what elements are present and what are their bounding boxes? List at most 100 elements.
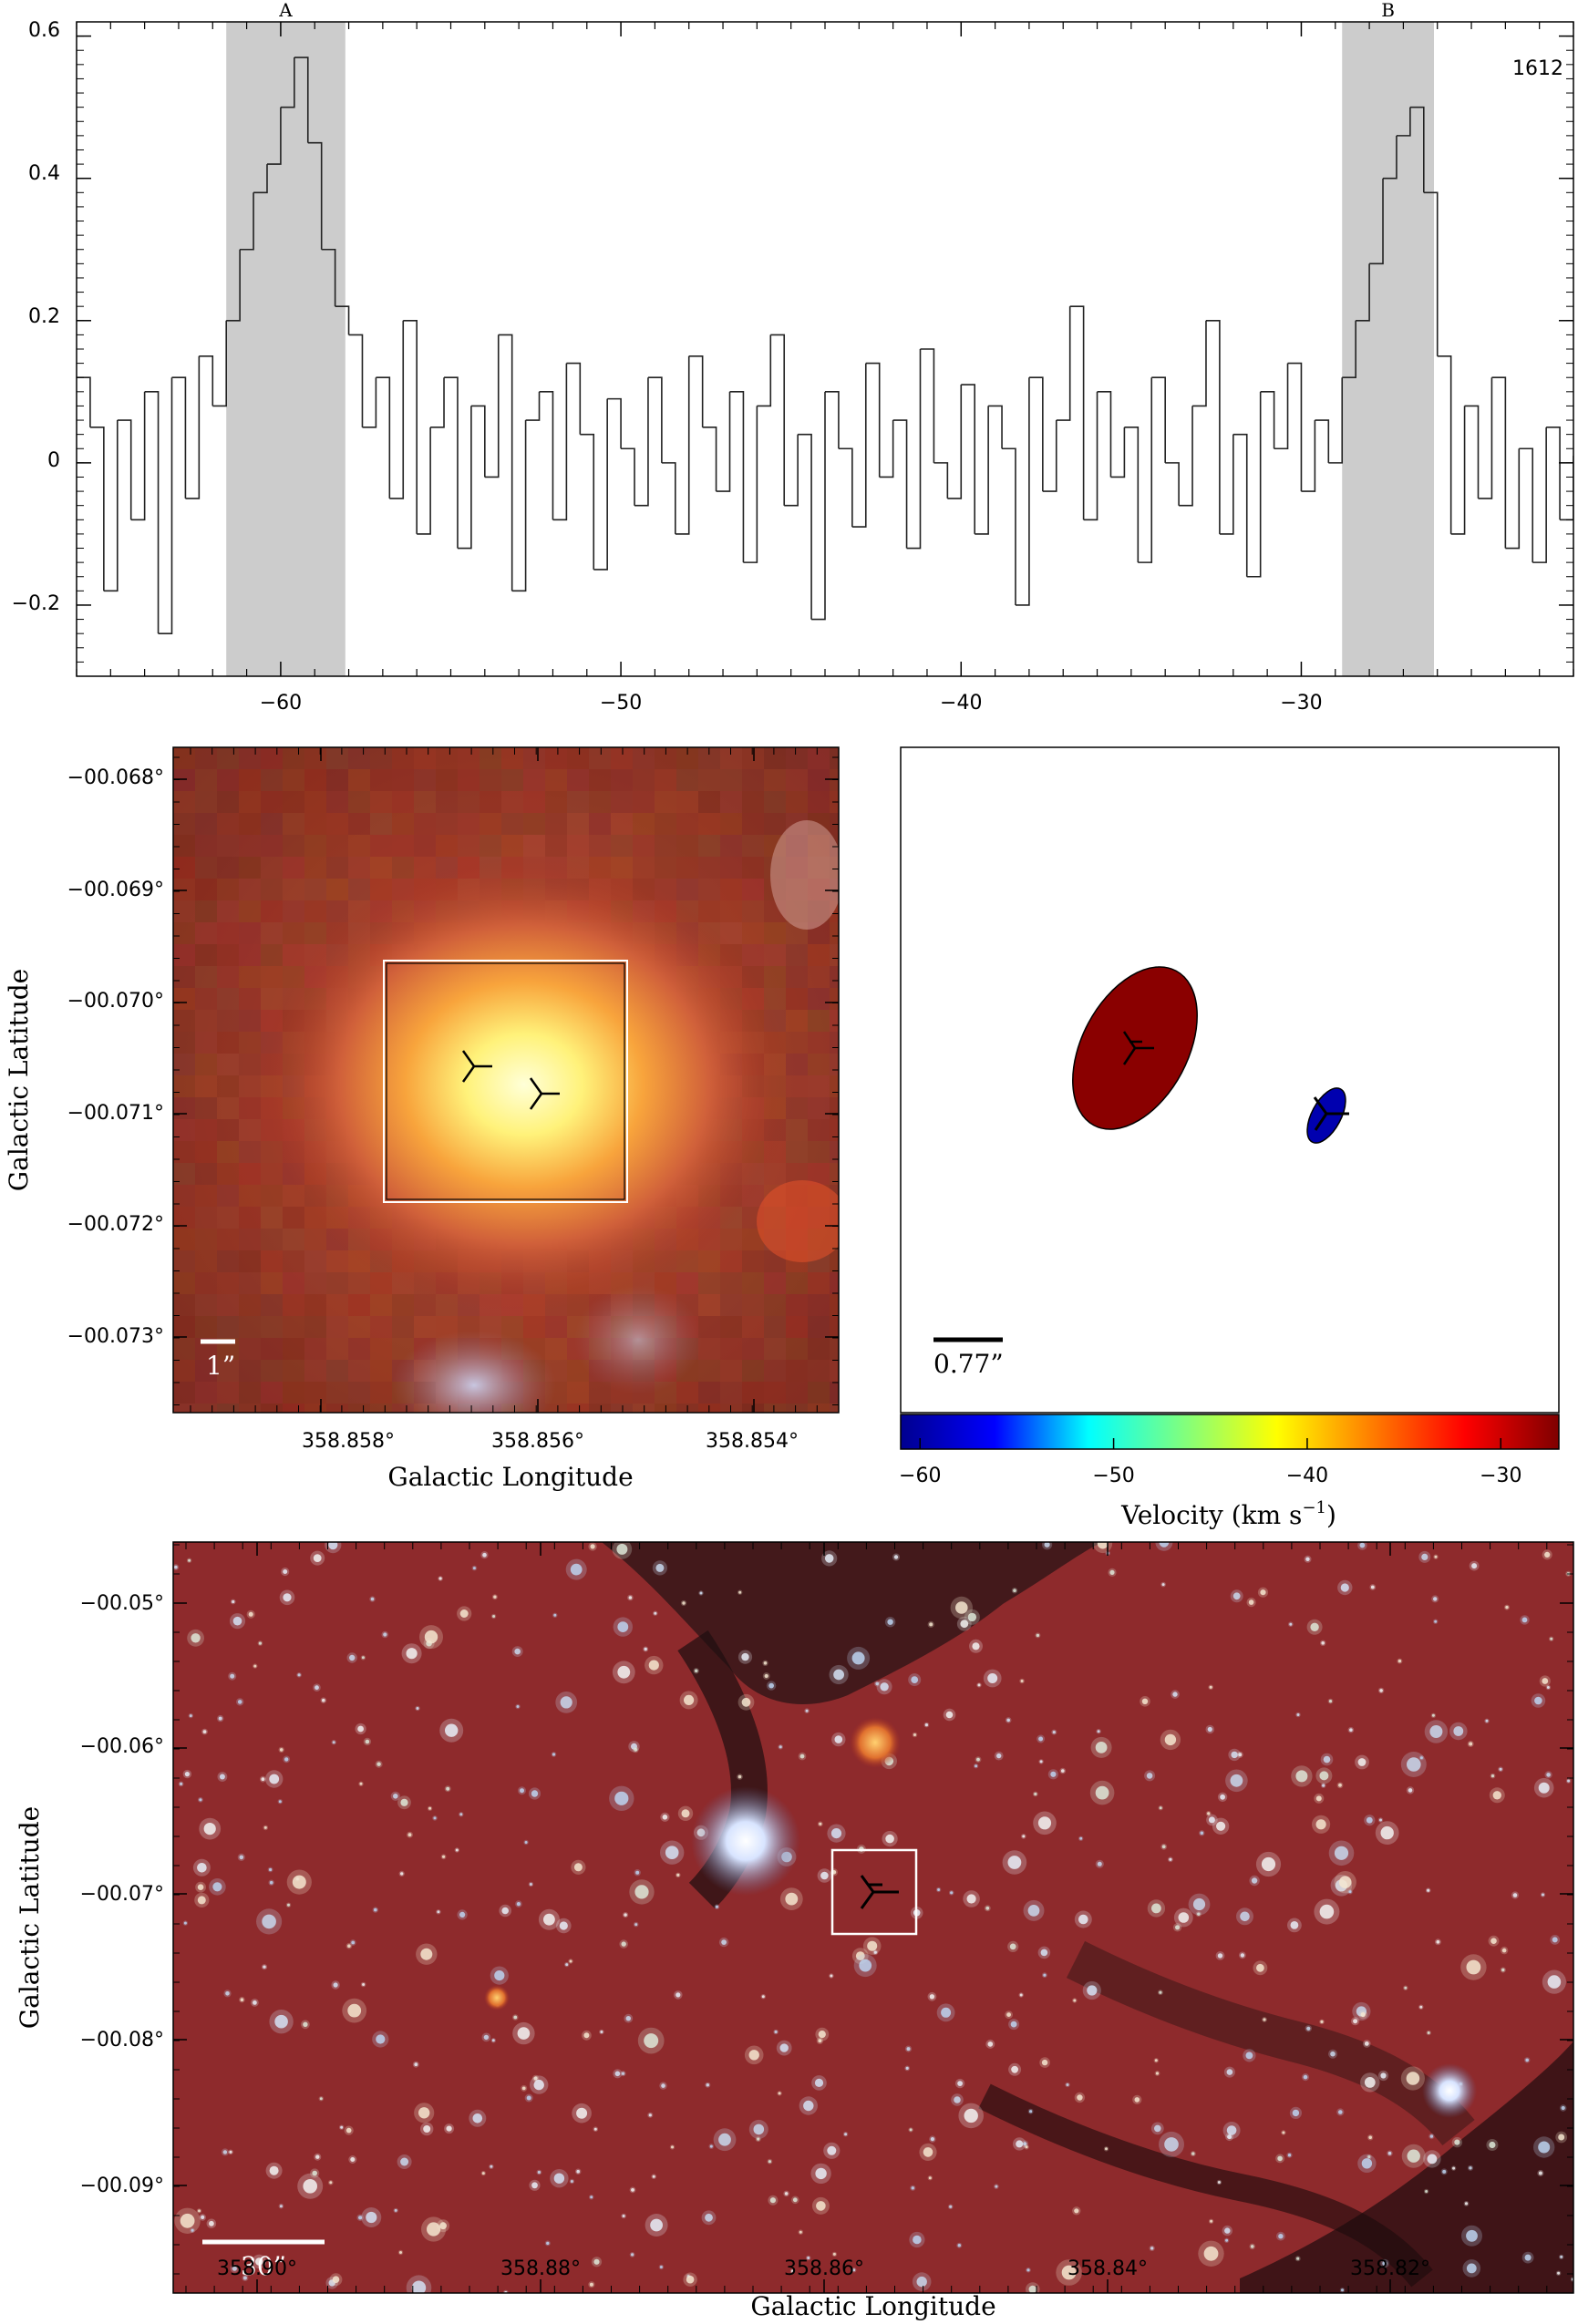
wide-x-title: Galactic Longitude [750,2291,995,2321]
wide-y-tick-1: −00.06° [80,1735,164,1758]
spectrum-channel [607,397,622,449]
zoom-panel: 1” −00.068° −00.069° −00.070° −00.071° −… [4,746,840,1492]
spectrum-channel [975,406,989,535]
spectrum-channel [240,192,254,251]
spectrum-channel [103,420,119,592]
spectrum-channel [892,419,908,549]
star-field [173,1542,1573,2293]
spectrum-channel [1042,420,1057,492]
spectrum-channel [743,406,758,563]
spectrum-channel [117,419,132,520]
zoom-x-tick-0: 358.858° [302,1430,395,1453]
wide-target-box [830,1848,918,1936]
region-label-a: A [278,0,293,21]
spectrum-ticks [76,22,1574,676]
zoom-box-inner [386,962,625,1200]
spectrum-channel [362,377,377,428]
wide-x-tick-1: 358.88° [500,2257,581,2280]
spectrum-channel [798,433,812,620]
spectrum-channel [1205,319,1221,534]
spectrum-channel [1219,434,1234,535]
velocity-colorbar [900,1414,1560,1450]
spectrum-line-group [77,57,1573,634]
spectrum-channel [851,363,867,528]
spectrum-channel [757,334,772,407]
spectrum-channel [1356,263,1370,322]
zoom-y-tick-5: −00.073° [67,1325,164,1348]
spectrum-channel [1015,377,1030,606]
spectrum-channel [1519,447,1534,563]
spectrum-channel [539,391,554,520]
zoom-frame [172,746,840,1414]
spectrum-channel [675,355,690,535]
spectrum-channel [444,376,459,549]
maser-scale-label: 0.77” [933,1349,1004,1379]
colorbar-ticks [919,1438,1502,1449]
spectrum-channel [947,385,963,499]
colorbar-tick-3: −30 [1480,1465,1521,1487]
zoom-y-tick-4: −00.072° [67,1213,164,1236]
y-tick-0.6: 0.6 [28,19,60,42]
spectrum-channel [1138,377,1153,563]
spectrum-channel [1491,376,1507,549]
spectrum-channel [593,398,608,571]
spectrum-channel [130,391,146,521]
zoom-y-tick-2: −00.070° [67,990,164,1013]
colorbar-tick-0: −60 [899,1465,941,1487]
zoom-y-title: Galactic Latitude [4,969,34,1191]
spectrum-channel [1560,456,1573,521]
y-tick-0.4: 0.4 [28,162,60,185]
spectrum-channel [784,434,799,507]
spectrum-channel [688,355,704,427]
spectrum-channel [1546,427,1561,520]
x-tick-neg30: −30 [1280,692,1322,715]
spectrum-channel [1260,391,1275,449]
maser-marker-a [461,1050,492,1083]
spectrum-channel [376,376,391,499]
spectrum-channel [1083,391,1098,521]
spectrum-channel [335,305,350,335]
spectrum-channel [280,57,295,108]
spectrum-channel [825,391,840,449]
spectrum-channel [621,447,635,506]
zoom-image [173,747,839,1413]
spectrum-channel [144,391,160,634]
zoom-ticks [173,747,839,1413]
x-tick-neg40: −40 [940,692,982,715]
spectrum-channel [647,376,663,463]
spectrum-channel [961,384,975,534]
spectrum-channel [1301,420,1316,492]
spectrum-channel [457,406,472,550]
spectrum-channel [511,420,527,592]
spectrum-channel [1232,433,1248,577]
spectrum-channel [89,427,105,591]
zoom-y-tick-0: −00.068° [67,766,164,789]
shaded-region-a [226,22,346,676]
x-tick-neg60: −60 [260,692,302,715]
zoom-y-tick-1: −00.069° [67,879,164,901]
spectrum-channel [199,355,214,406]
y-tick-0.2: 0.2 [28,305,60,328]
maser-spot-blue-marker [1313,1096,1349,1131]
spectrum-channel [171,376,187,499]
wide-frame [172,1541,1574,2294]
wide-ticks [173,1542,1573,2293]
spectrum-channel [1532,427,1547,563]
wide-scale-label: 30” [241,2251,286,2281]
spectrum-channel [906,349,922,550]
spectrum-channel [1383,135,1398,180]
spectrum-channel [1274,363,1289,450]
spectrum-channel [1056,306,1071,421]
spectrum-channel [307,141,323,250]
spectrum-channel [253,164,268,194]
spectrum-channel [470,405,486,478]
wide-y-tick-0: −00.05° [80,1592,164,1615]
spectrum-channel [1315,419,1330,463]
y-tick-0: 0 [47,449,60,472]
wide-x-tick-4: 358.82° [1350,2257,1430,2280]
spectrum-channel [1097,391,1112,478]
spectrum-channel [920,348,935,463]
spectrum-channel [729,391,745,563]
region-label-b: B [1381,0,1395,21]
maser-marker-b [529,1077,560,1110]
